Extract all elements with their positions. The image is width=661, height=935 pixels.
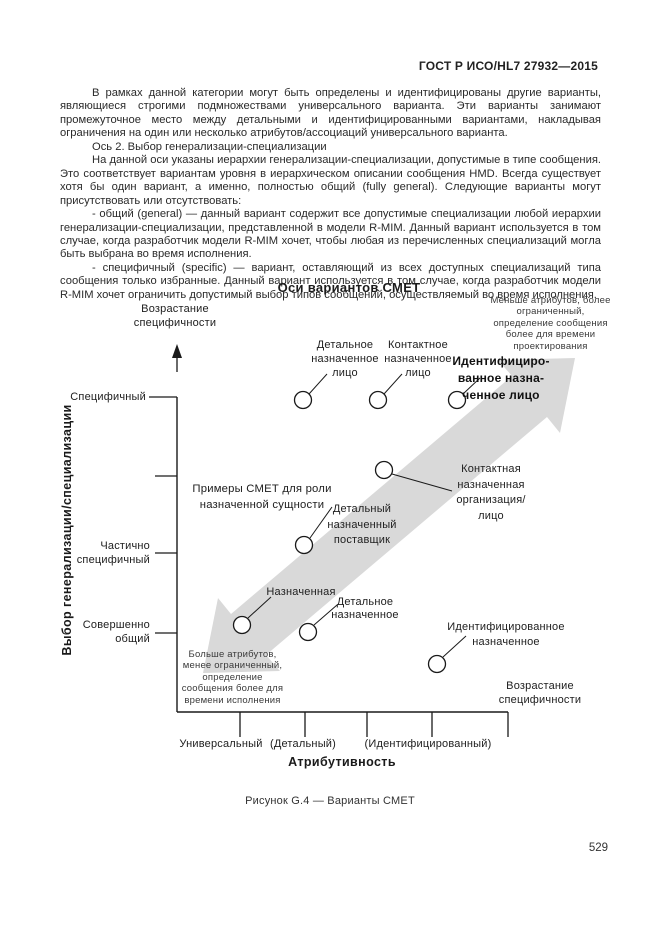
variant-node-circle xyxy=(427,654,447,674)
paragraph: - общий (general) — данный вариант содер… xyxy=(60,208,601,261)
leader-line xyxy=(391,473,453,492)
node-label-contact-assigned-person: Контактное назначенное лицо xyxy=(384,339,452,379)
x-tick-label-detailed: (Детальный) xyxy=(269,738,337,750)
variant-node-circle xyxy=(294,535,314,555)
leader-line xyxy=(309,506,333,539)
document-header: ГОСТ Р ИСО/HL7 27932—2015 xyxy=(418,59,598,73)
x-tick-label-identified: (Идентифицированный) xyxy=(364,738,492,750)
node-label-identified-assigned-person: Идентифициро- ванное назна- ченное лицо xyxy=(452,354,550,402)
x-axis-title: Атрибутивность xyxy=(288,755,396,769)
variant-node-circle xyxy=(232,615,252,635)
figure-title: Оси вариантов СМЕТ xyxy=(277,280,421,295)
up-arrow-icon xyxy=(172,344,182,358)
variant-node-circle xyxy=(374,460,394,480)
annotation-increasing-specificity-top: Возрастание специфичности xyxy=(133,303,217,329)
paragraph: - специфичный (specific) — вариант, оста… xyxy=(60,261,601,301)
annotation-increasing-specificity-bottom: Возрастание специфичности xyxy=(498,680,582,706)
variant-node-circle xyxy=(368,390,388,410)
variant-node-circle xyxy=(298,622,318,642)
diagram-canvas xyxy=(149,344,575,737)
paragraph: В рамках данной категории могут быть опр… xyxy=(60,87,601,140)
leader-line xyxy=(308,373,328,395)
paragraph: На данной оси указаны иерархии генерализ… xyxy=(60,154,601,207)
node-label-detailed-assigned-provider: Детальный назначенный поставщик xyxy=(327,503,397,546)
paragraph: Ось 2. Выбор генерализации-специализации xyxy=(92,140,327,153)
cmet-axes-diagram: Возрастание специфичности Меньше атрибут… xyxy=(60,278,621,783)
y-tick-label-partially-specific: Частично специфичный xyxy=(76,540,150,566)
variant-node-circle xyxy=(447,390,467,410)
leader-line xyxy=(313,604,338,626)
node-label-assigned: Назначенная xyxy=(266,586,336,598)
body-text: В рамках данной категории могут быть опр… xyxy=(60,87,601,302)
figure-caption: Рисунок G.4 — Варианты СМЕТ xyxy=(245,795,415,807)
leader-line xyxy=(442,635,467,658)
variant-node-circle xyxy=(293,390,313,410)
annotation-runtime-note: Больше атрибутов, менее ограниченный, оп… xyxy=(181,649,284,706)
y-tick-label-fully-general: Совершенно общий xyxy=(82,619,150,645)
node-label-contact-assigned-organization: Контактная назначенная организация/ лицо xyxy=(456,463,526,522)
node-label-detailed-assigned-person: Детальное назначенное лицо xyxy=(311,339,379,379)
annotation-design-time-note: Меньше атрибутов, более ограниченный, оп… xyxy=(490,295,611,352)
x-tick-label-universal: Универсальный xyxy=(179,738,263,750)
node-label-detailed-assigned: Детальное назначенное xyxy=(331,596,399,621)
leader-line xyxy=(383,373,403,395)
node-label-identified-assigned: Идентифицированное назначенное xyxy=(447,621,565,648)
leader-line xyxy=(462,377,481,395)
page-number: 529 xyxy=(588,842,608,854)
annotation-cmet-examples: Примеры СМЕТ для роли назначенной сущнос… xyxy=(192,483,332,511)
y-tick-label-specific: Специфичный xyxy=(70,391,146,403)
double-arrow-shape xyxy=(203,358,575,673)
y-axis-title: Выбор генерализации/специализации xyxy=(60,404,74,656)
leader-line xyxy=(247,596,272,619)
